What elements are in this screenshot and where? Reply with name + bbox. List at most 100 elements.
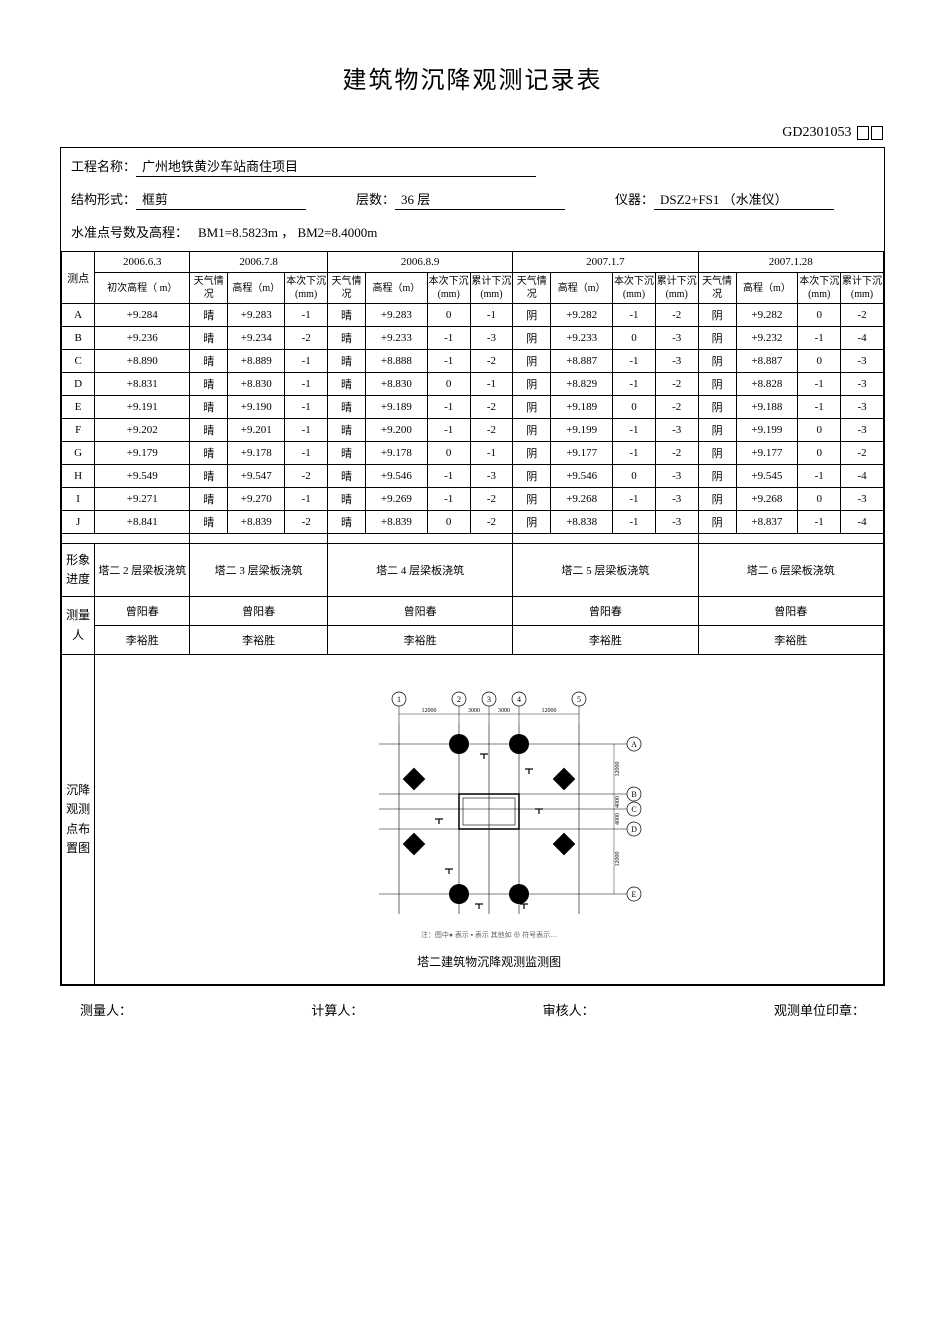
table-row: A +9.284晴 +9.283 -1晴 +9.283 0-1阴 +9.282 …	[62, 304, 884, 327]
structure-label: 结构形式：	[71, 189, 136, 208]
weather: 阴	[513, 488, 551, 511]
elev: +8.888	[366, 350, 428, 373]
cum-settle: -3	[841, 373, 884, 396]
table-row: I +9.271晴 +9.270 -1晴 +9.269 -1-2阴 +9.268…	[62, 488, 884, 511]
col-weather-1: 天气情况	[190, 273, 228, 304]
project-label: 工程名称：	[71, 156, 136, 175]
cum-settle: -3	[841, 488, 884, 511]
elev: +9.283	[366, 304, 428, 327]
this-settle: 0	[798, 304, 841, 327]
this-settle: -2	[285, 511, 328, 534]
elev: +9.233	[366, 327, 428, 350]
elev: +9.545	[736, 465, 798, 488]
weather: 阴	[698, 373, 736, 396]
structure-value: 框剪	[136, 189, 306, 210]
weather: 晴	[190, 419, 228, 442]
instrument-label: 仪器：	[615, 189, 654, 208]
instrument-value: DSZ2+FS1 （水准仪）	[654, 189, 834, 210]
footer-seal: 观测单位印章：	[774, 1000, 865, 1019]
this-settle: 0	[427, 373, 470, 396]
svg-text:12000: 12000	[615, 852, 621, 867]
cum-settle: -3	[470, 465, 513, 488]
weather: 阴	[513, 465, 551, 488]
date-2: 2006.8.9	[328, 252, 513, 273]
elev: +8.830	[228, 373, 285, 396]
footer: 测量人： 计算人： 审核人： 观测单位印章：	[60, 986, 885, 1019]
init-elev: +9.271	[95, 488, 190, 511]
init-elev: +9.202	[95, 419, 190, 442]
progress-4: 塔二 6 层梁板浇筑	[698, 544, 883, 597]
progress-1: 塔二 3 层梁板浇筑	[190, 544, 328, 597]
point-id: C	[62, 350, 95, 373]
table-row: G +9.179晴 +9.178 -1晴 +9.178 0-1阴 +9.177 …	[62, 442, 884, 465]
this-settle: 0	[613, 327, 656, 350]
elev: +9.269	[366, 488, 428, 511]
weather: 晴	[190, 488, 228, 511]
point-id: G	[62, 442, 95, 465]
date-header-row: 测点 2006.6.3 2006.7.8 2006.8.9 2007.1.7 2…	[62, 252, 884, 273]
weather: 阴	[513, 419, 551, 442]
this-settle: -1	[427, 350, 470, 373]
surveyor-2-4: 李裕胜	[698, 626, 883, 655]
weather: 晴	[190, 327, 228, 350]
diagram-label: 沉降观测点布置图	[62, 655, 95, 985]
cum-settle: -3	[841, 396, 884, 419]
weather: 阴	[513, 304, 551, 327]
elev: +9.188	[736, 396, 798, 419]
col-this-4: 本次下沉(mm)	[798, 273, 841, 304]
weather: 晴	[190, 350, 228, 373]
cum-settle: -2	[470, 350, 513, 373]
weather: 阴	[698, 488, 736, 511]
init-elev: +9.284	[95, 304, 190, 327]
this-settle: -1	[798, 396, 841, 419]
weather: 阴	[513, 396, 551, 419]
cum-settle: -2	[655, 304, 698, 327]
doc-code: GD2301053	[60, 125, 885, 141]
col-weather-4: 天气情况	[698, 273, 736, 304]
this-settle: 0	[427, 511, 470, 534]
weather: 阴	[698, 327, 736, 350]
this-settle: -1	[285, 350, 328, 373]
this-settle: -2	[285, 465, 328, 488]
surveyor-2-1: 李裕胜	[190, 626, 328, 655]
svg-text:3: 3	[487, 695, 491, 704]
this-settle: 0	[427, 304, 470, 327]
cum-settle: -3	[655, 465, 698, 488]
weather: 晴	[328, 488, 366, 511]
this-settle: -1	[613, 511, 656, 534]
elev: +9.201	[228, 419, 285, 442]
surveyor-label: 测量人	[62, 597, 95, 655]
cum-settle: -3	[841, 350, 884, 373]
surveyor-1-4: 曾阳春	[698, 597, 883, 626]
surveyor-1-2: 曾阳春	[328, 597, 513, 626]
elev: +9.199	[551, 419, 613, 442]
col-this-3: 本次下沉(mm)	[613, 273, 656, 304]
weather: 阴	[698, 511, 736, 534]
this-settle: -1	[285, 304, 328, 327]
cum-settle: -2	[841, 304, 884, 327]
point-id: I	[62, 488, 95, 511]
elev: +9.177	[551, 442, 613, 465]
surveyor-1-1: 曾阳春	[190, 597, 328, 626]
this-settle: -1	[613, 373, 656, 396]
elev: +8.887	[551, 350, 613, 373]
weather: 晴	[190, 442, 228, 465]
record-sheet: 工程名称： 广州地铁黄沙车站商住项目 结构形式： 框剪 层数： 36 层 仪器：…	[60, 147, 885, 986]
elev: +9.282	[551, 304, 613, 327]
col-cum-3: 累计下沉(mm)	[655, 273, 698, 304]
weather: 晴	[328, 419, 366, 442]
cum-settle: -4	[841, 511, 884, 534]
this-settle: -1	[285, 396, 328, 419]
cum-settle: -1	[470, 442, 513, 465]
elev: +9.546	[551, 465, 613, 488]
init-elev: +9.179	[95, 442, 190, 465]
date-4: 2007.1.28	[698, 252, 883, 273]
svg-text:3000: 3000	[468, 708, 480, 714]
svg-text:E: E	[632, 890, 637, 899]
weather: 晴	[328, 511, 366, 534]
floors-label: 层数：	[356, 189, 395, 208]
elev: +8.829	[551, 373, 613, 396]
elev: +9.234	[228, 327, 285, 350]
svg-text:4000: 4000	[615, 813, 621, 825]
elev: +9.268	[736, 488, 798, 511]
